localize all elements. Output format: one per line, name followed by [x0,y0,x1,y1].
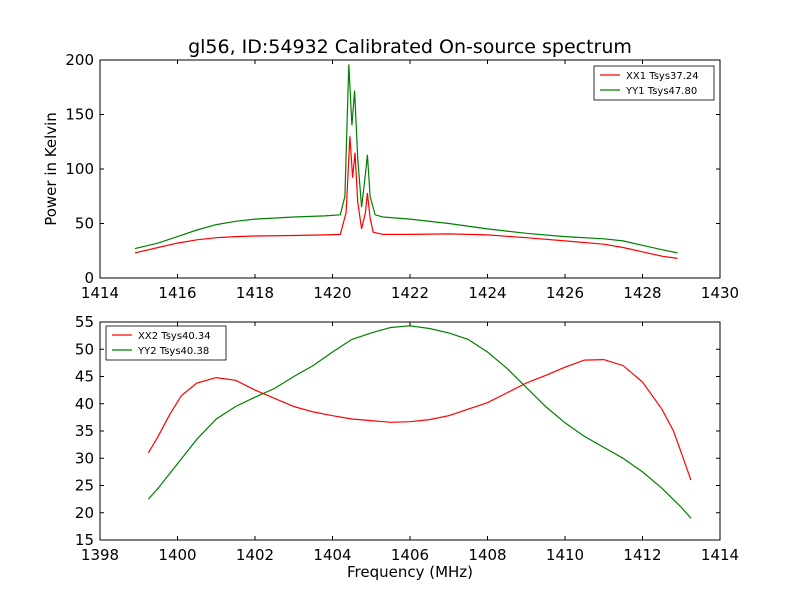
y-tick-label: 20 [75,504,94,522]
legend-label: YY2 Tsys40.38 [137,346,209,357]
legend: XX1 Tsys37.24 YY1 Tsys47.80 [593,65,715,101]
x-tick-label: 1418 [236,284,274,302]
x-tick-label: 1416 [158,284,196,302]
legend: XX2 Tsys40.34 YY2 Tsys40.38 [105,325,227,361]
x-tick-label: 1420 [313,284,351,302]
x-tick-label: 1400 [158,546,196,564]
x-tick-label: 1422 [391,284,429,302]
legend-label: XX1 Tsys37.24 [626,71,699,82]
y-tick-label: 25 [75,477,94,495]
x-tick-label: 1426 [546,284,584,302]
y-tick-label: 50 [75,215,94,233]
y-tick-label: 45 [75,368,94,386]
x-tick-label: 1414 [701,546,739,564]
x-tick-label: 1398 [81,546,119,564]
y-tick-label: 30 [75,449,94,467]
plot-bottom: 1398 1400 1402 1404 1406 1408 1410 1412 1414 15 20… [75,313,739,564]
legend-box [593,65,715,101]
x-tick-label: 1424 [468,284,506,302]
x-tick-label: 1430 [701,284,739,302]
x-tick-label: 1428 [623,284,661,302]
y-tick-label: 50 [75,340,94,358]
y-tick-label: 40 [75,395,94,413]
x-tick-label: 1408 [468,546,506,564]
y-tick-label: 15 [75,531,94,549]
top-ylabel: Power in Kelvin [42,112,60,226]
y-tick-label: 0 [84,269,94,287]
x-tick-label: 1412 [623,546,661,564]
x-tick-label: 1402 [236,546,274,564]
chart-title: gl56, ID:54932 Calibrated On-source spec… [188,36,632,58]
bottom-xlabel: Frequency (MHz) [347,563,473,581]
y-tick-label: 35 [75,422,94,440]
y-tick-label: 150 [65,106,94,124]
plot-top: 1414 1416 1418 1420 1422 1424 1426 1428 1430 0 50 1… [65,51,739,302]
series-line-1 [134,136,678,259]
legend-label: YY1 Tsys47.80 [625,86,697,97]
legend-box [105,325,227,361]
series-line-2 [147,325,692,519]
y-tick-label: 55 [75,313,94,331]
legend-label: XX2 Tsys40.34 [138,331,211,342]
x-tick-label: 1410 [546,546,584,564]
x-tick-label: 1406 [391,546,429,564]
y-tick-label: 200 [65,51,94,69]
series-line-2 [134,64,678,254]
y-tick-label: 100 [65,160,94,178]
series-line-1 [147,358,692,481]
x-tick-label: 1414 [81,284,119,302]
x-tick-label: 1404 [313,546,351,564]
